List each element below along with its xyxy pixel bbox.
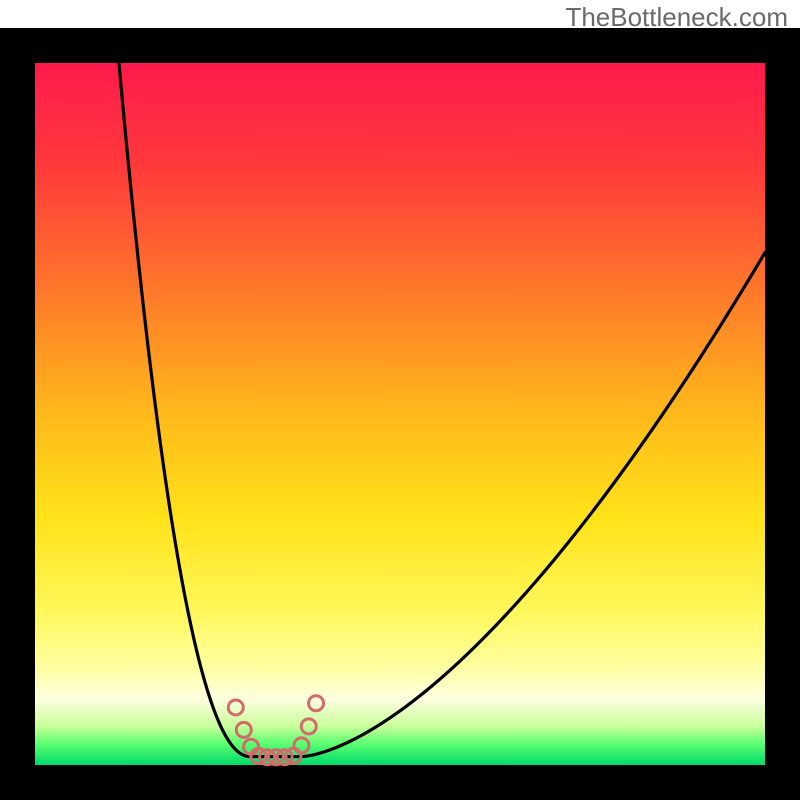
- plot-bg: [35, 63, 765, 765]
- watermark-text: TheBottleneck.com: [565, 2, 788, 33]
- figure-root: TheBottleneck.com: [0, 0, 800, 800]
- chart-svg: [0, 0, 800, 800]
